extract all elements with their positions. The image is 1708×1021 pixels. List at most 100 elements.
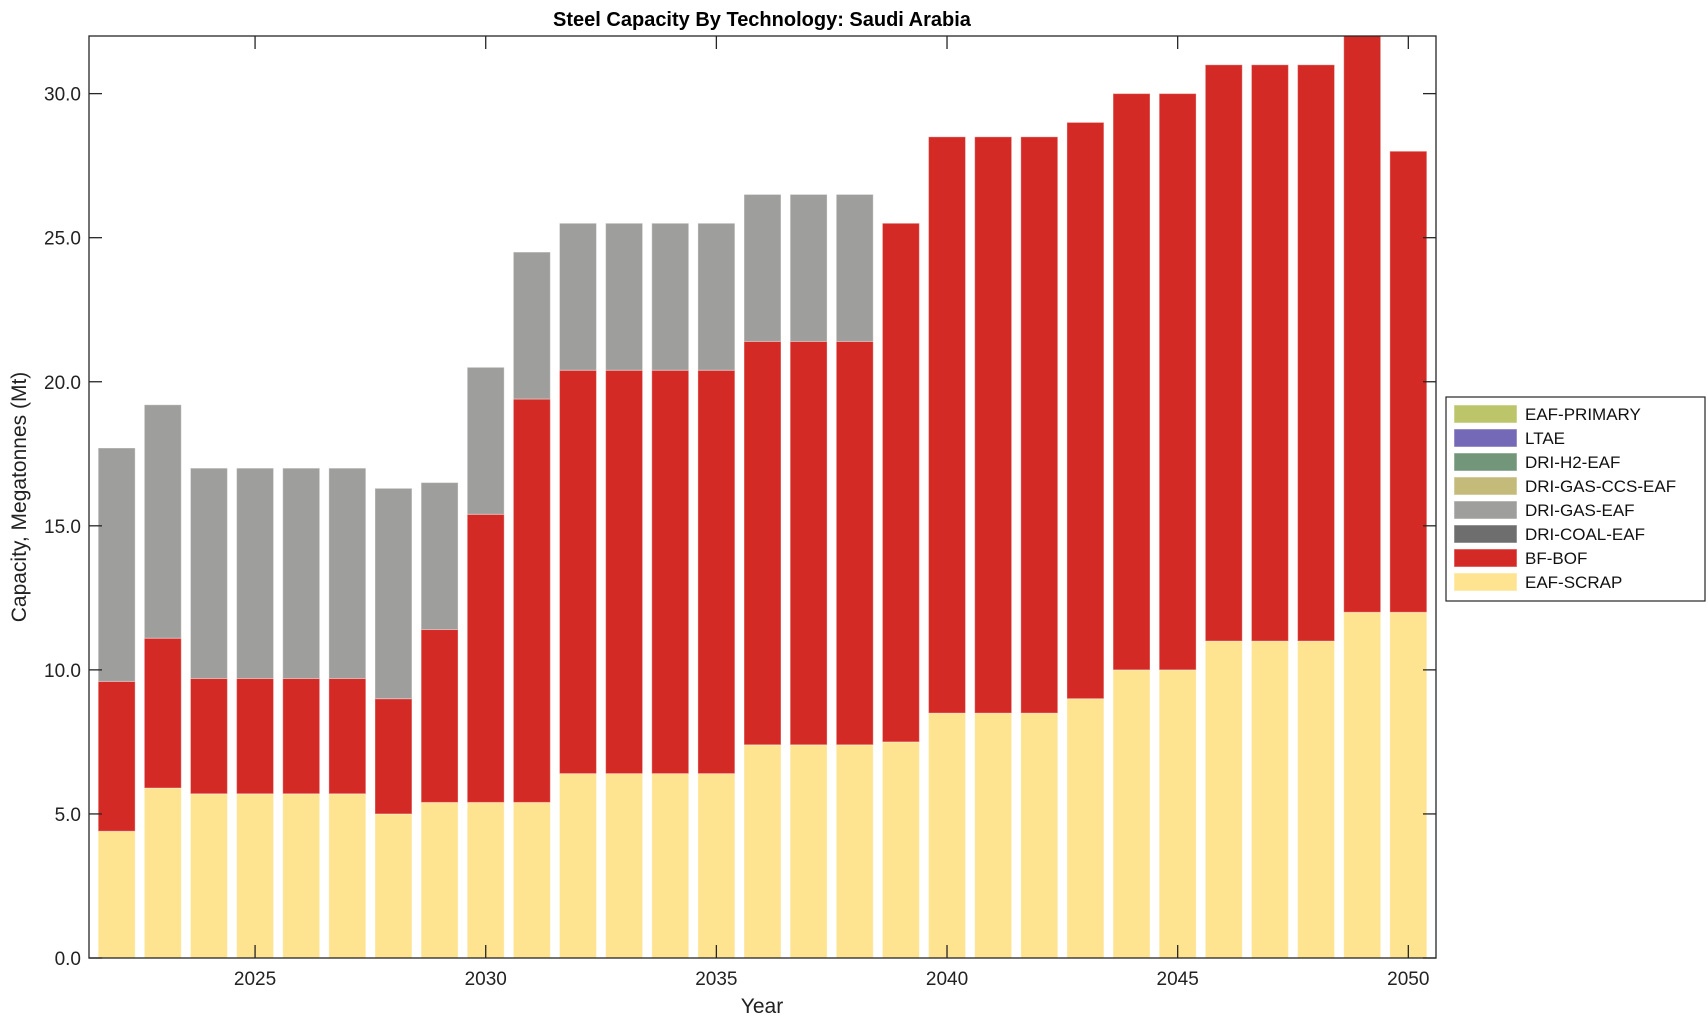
- bar-bf-bof-2026: [282, 678, 321, 795]
- bar-eaf-scrap-2041: [974, 712, 1013, 958]
- legend-label-eaf-scrap: EAF-SCRAP: [1525, 573, 1622, 592]
- bar-dri-gas-eaf-2036: [743, 193, 782, 342]
- x-axis: 2025 2030 2035 2040 2045 2050: [234, 36, 1429, 990]
- bar-eaf-scrap-2024: [189, 793, 228, 958]
- bar-dri-gas-eaf-2035: [697, 222, 736, 371]
- bar-dri-gas-eaf-2029: [420, 482, 459, 631]
- bar-eaf-scrap-2027: [328, 793, 367, 958]
- bar-bf-bof-2035: [697, 369, 736, 775]
- bar-eaf-scrap-2028: [374, 813, 413, 958]
- bar-dri-gas-eaf-2026: [282, 467, 321, 680]
- bar-dri-gas-eaf-2027: [328, 467, 367, 680]
- y-tick-label: 20.0: [44, 373, 81, 394]
- legend-label-ltae: LTAE: [1525, 429, 1565, 448]
- plot-frame: [88, 35, 1437, 959]
- bar-eaf-scrap-2050: [1389, 611, 1428, 958]
- bar-eaf-scrap-2048: [1297, 640, 1336, 958]
- legend-label-eaf-primary: EAF-PRIMARY: [1525, 405, 1641, 424]
- bar-dri-gas-eaf-2023: [143, 404, 182, 639]
- bar-bf-bof-2048: [1297, 64, 1336, 642]
- bar-bf-bof-2049: [1343, 36, 1382, 613]
- y-axis: 0.0 5.0 10.0 15.0 20.0 25.0 30.0: [44, 85, 1436, 970]
- bar-eaf-scrap-2030: [466, 801, 505, 958]
- legend-swatch-bf-bof: [1453, 548, 1518, 568]
- bar-bf-bof-2045: [1158, 93, 1197, 671]
- bar-dri-gas-eaf-2033: [605, 222, 644, 371]
- bar-bf-bof-2032: [559, 369, 597, 775]
- bar-bf-bof-2024: [189, 678, 228, 795]
- x-tick-label: 2035: [695, 969, 737, 990]
- legend-swatch-dri-gas-ccs-eaf: [1453, 476, 1518, 496]
- y-tick-label: 10.0: [44, 661, 81, 682]
- bar-eaf-scrap-2022: [97, 830, 136, 958]
- bar-bf-bof-2047: [1250, 64, 1289, 642]
- bar-eaf-scrap-2023: [143, 787, 182, 958]
- y-tick-label: 0.0: [55, 949, 81, 970]
- legend-label-dri-h2-eaf: DRI-H2-EAF: [1525, 453, 1620, 472]
- bar-bf-bof-2041: [974, 136, 1013, 714]
- bar-eaf-scrap-2044: [1112, 669, 1151, 958]
- bar-eaf-scrap-2045: [1158, 669, 1197, 958]
- bar-eaf-scrap-2043: [1066, 698, 1105, 958]
- x-tick-label: 2045: [1157, 969, 1199, 990]
- bar-bf-bof-2038: [835, 340, 874, 746]
- bar-bf-bof-2027: [328, 678, 367, 795]
- bar-eaf-scrap-2025: [236, 793, 275, 958]
- y-tick-label: 25.0: [44, 229, 81, 250]
- bar-eaf-scrap-2033: [605, 773, 644, 958]
- y-axis-label: Capacity, Megatonnes (Mt): [8, 372, 31, 623]
- bar-eaf-scrap-2035: [697, 773, 736, 958]
- bar-eaf-scrap-2040: [928, 712, 966, 958]
- bar-eaf-scrap-2029: [420, 801, 459, 958]
- bar-eaf-scrap-2026: [282, 793, 321, 958]
- bar-dri-gas-eaf-2038: [835, 193, 874, 342]
- legend-label-dri-gas-eaf: DRI-GAS-EAF: [1525, 501, 1635, 520]
- legend-swatch-eaf-scrap: [1453, 572, 1518, 592]
- legend-swatch-dri-coal-eaf: [1453, 524, 1518, 544]
- bar-bf-bof-2046: [1204, 64, 1243, 642]
- bar-bf-bof-2050: [1389, 150, 1428, 613]
- bar-eaf-scrap-2047: [1250, 640, 1289, 958]
- bar-dri-gas-eaf-2037: [789, 193, 828, 342]
- legend-label-dri-gas-ccs-eaf: DRI-GAS-CCS-EAF: [1525, 477, 1676, 496]
- bar-dri-gas-eaf-2034: [651, 222, 690, 371]
- bar-bf-bof-2022: [97, 680, 136, 832]
- bar-bf-bof-2042: [1020, 136, 1059, 714]
- bar-bf-bof-2039: [881, 222, 920, 743]
- legend-box: [1445, 396, 1706, 602]
- bar-eaf-scrap-2036: [743, 744, 782, 958]
- chart-title: Steel Capacity By Technology: Saudi Arab…: [553, 9, 972, 31]
- legend-swatch-dri-gas-eaf: [1453, 500, 1518, 520]
- bar-dri-gas-eaf-2025: [236, 467, 275, 680]
- bar-bf-bof-2030: [466, 513, 505, 803]
- x-axis-label: Year: [741, 995, 783, 1018]
- bar-bf-bof-2033: [605, 369, 644, 775]
- bar-bf-bof-2025: [236, 678, 275, 795]
- bar-bf-bof-2023: [143, 637, 182, 789]
- x-tick-label: 2050: [1387, 969, 1429, 990]
- bar-bf-bof-2031: [512, 398, 551, 803]
- x-tick-label: 2040: [926, 969, 968, 990]
- bar-bf-bof-2036: [743, 340, 782, 746]
- bar-eaf-scrap-2032: [559, 773, 597, 958]
- bar-dri-gas-eaf-2031: [512, 251, 551, 400]
- x-tick-label: 2030: [465, 969, 507, 990]
- bar-dri-gas-eaf-2030: [466, 366, 505, 515]
- bar-dri-gas-eaf-2022: [97, 447, 136, 682]
- bar-bf-bof-2028: [374, 698, 413, 815]
- bar-dri-gas-eaf-2032: [559, 222, 597, 371]
- bar-bf-bof-2044: [1112, 93, 1151, 671]
- bar-bf-bof-2040: [928, 136, 966, 714]
- bar-bf-bof-2034: [651, 369, 690, 775]
- bar-eaf-scrap-2038: [835, 744, 874, 958]
- bar-eaf-scrap-2039: [881, 741, 920, 958]
- bar-dri-gas-eaf-2024: [189, 467, 228, 680]
- bar-bf-bof-2037: [789, 340, 828, 746]
- y-tick-label: 15.0: [44, 517, 81, 538]
- bar-eaf-scrap-2037: [789, 744, 828, 958]
- y-tick-label: 5.0: [55, 805, 81, 826]
- bar-eaf-scrap-2034: [651, 773, 690, 958]
- bar-eaf-scrap-2042: [1020, 712, 1059, 958]
- y-tick-label: 30.0: [44, 85, 81, 106]
